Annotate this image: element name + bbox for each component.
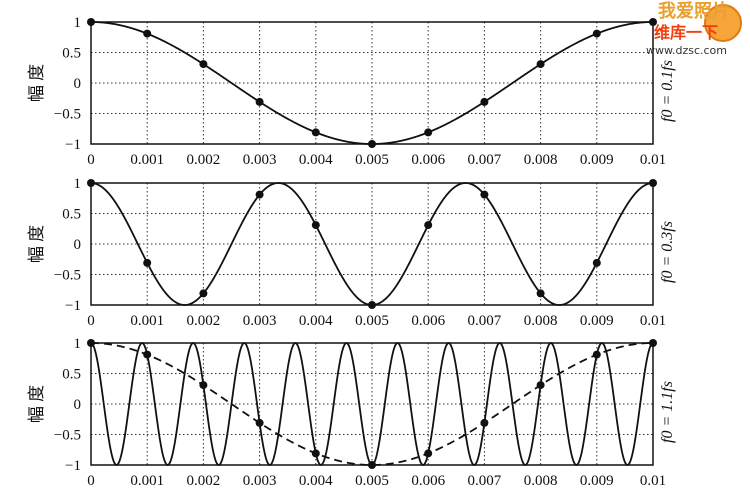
sample-point [480,418,489,427]
sample-point [311,449,320,458]
sample-point [424,449,433,458]
sample-point [480,190,489,199]
subplot-2: 0 0.001 0.002 0.003 0.004 0.005 0.006 0.007 0.00… [27,176,676,329]
sample-point [143,350,152,359]
sample-point [536,289,545,298]
sample-point [480,97,489,106]
x-tick-label: 0.006 [411,152,445,168]
x-tick-label: 0.007 [468,473,502,489]
x-tick-label: 0.003 [243,473,277,489]
x-tick-label: 0.005 [355,313,389,329]
y-tick-label: 0 [74,237,82,253]
subplot-1: 0 0.001 0.002 0.003 0.004 0.005 0.006 0.007 0.00… [27,15,676,168]
watermark-text: 维库一下 [654,23,719,42]
x-tick-label: 0.008 [524,473,558,489]
sample-point [311,128,320,137]
alias-curve [91,342,653,466]
sample-point [592,258,601,267]
y-tick-label: 0 [74,76,82,92]
y-tick-label: 0.5 [62,367,81,383]
sample-point [649,179,657,187]
sample-point [536,381,545,390]
x-tick-label: 0.01 [640,152,666,168]
watermark-url: www.dzsc.com [646,44,728,57]
x-tick-label: 0 [87,152,95,168]
x-tick-label: 0 [87,473,95,489]
y-tick-label: −1 [65,137,81,153]
x-tick-label: 0.006 [411,473,445,489]
x-tick-label: 0.003 [243,152,277,168]
x-tick-label: 0.001 [130,313,164,329]
x-tick-label: 0.005 [355,473,389,489]
x-tick-label: 0.002 [187,473,221,489]
sample-point [536,60,545,69]
frequency-label: f0 = 1.1fs [659,381,676,443]
sample-point [199,289,208,298]
sample-point [368,140,376,148]
y-tick-label: −1 [65,458,81,474]
sample-point [592,29,601,38]
sample-point [87,179,95,187]
sample-point [368,301,376,309]
y-tick-label: 0.5 [62,207,81,223]
y-tick-label: 0 [74,397,82,413]
frequency-label: f0 = 0.1fs [659,60,676,122]
watermark-logo: 我爱照片 [658,1,730,22]
x-tick-label: 0.004 [299,152,333,168]
sample-point [368,461,376,469]
y-axis-label: 幅 度 [27,64,46,102]
sample-point [87,18,95,26]
x-tick-label: 0.003 [243,313,277,329]
sample-point [592,350,601,359]
x-tick-label: 0.004 [299,313,333,329]
x-tick-label: 0.002 [187,152,221,168]
x-tick-label: 0.007 [468,152,502,168]
y-axis-label: 幅 度 [27,385,46,423]
x-tick-label: 0.008 [524,152,558,168]
y-tick-label: 1 [74,176,82,192]
y-tick-label: −0.5 [54,268,81,284]
y-axis-label: 幅 度 [27,225,46,263]
x-tick-label: 0.01 [640,473,666,489]
x-tick-label: 0.006 [411,313,445,329]
x-tick-label: 0.001 [130,152,164,168]
x-tick-label: 0.009 [580,152,614,168]
sample-point [424,128,433,137]
sample-point [649,339,657,347]
sample-point [143,29,152,38]
subplot-3: 0 0.001 0.002 0.003 0.004 0.005 0.006 0.007 0.00… [27,336,676,489]
x-tick-label: 0.007 [468,313,502,329]
watermark: 我爱照片 维库一下 www.dzsc.com [624,2,744,60]
sample-point [255,190,264,199]
x-tick-label: 0.008 [524,313,558,329]
sample-point [311,221,320,230]
sample-point [424,221,433,230]
sample-point [255,97,264,106]
x-tick-label: 0.004 [299,473,333,489]
y-tick-label: −1 [65,298,81,314]
sample-point [87,339,95,347]
sample-point [255,418,264,427]
y-tick-label: −0.5 [54,107,81,123]
x-tick-label: 0 [87,313,95,329]
x-tick-label: 0.001 [130,473,164,489]
frequency-label: f0 = 0.3fs [659,221,676,283]
sample-point [199,381,208,390]
x-tick-label: 0.002 [187,313,221,329]
x-tick-label: 0.009 [580,473,614,489]
mascot-icon [704,4,742,42]
y-tick-label: 0.5 [62,46,81,62]
y-tick-label: 1 [74,336,82,352]
x-tick-label: 0.01 [640,313,666,329]
sample-point [649,18,657,26]
x-tick-label: 0.005 [355,152,389,168]
sample-point [199,60,208,69]
y-tick-label: 1 [74,15,82,31]
y-tick-label: −0.5 [54,428,81,444]
sample-point [143,258,152,267]
x-tick-label: 0.009 [580,313,614,329]
